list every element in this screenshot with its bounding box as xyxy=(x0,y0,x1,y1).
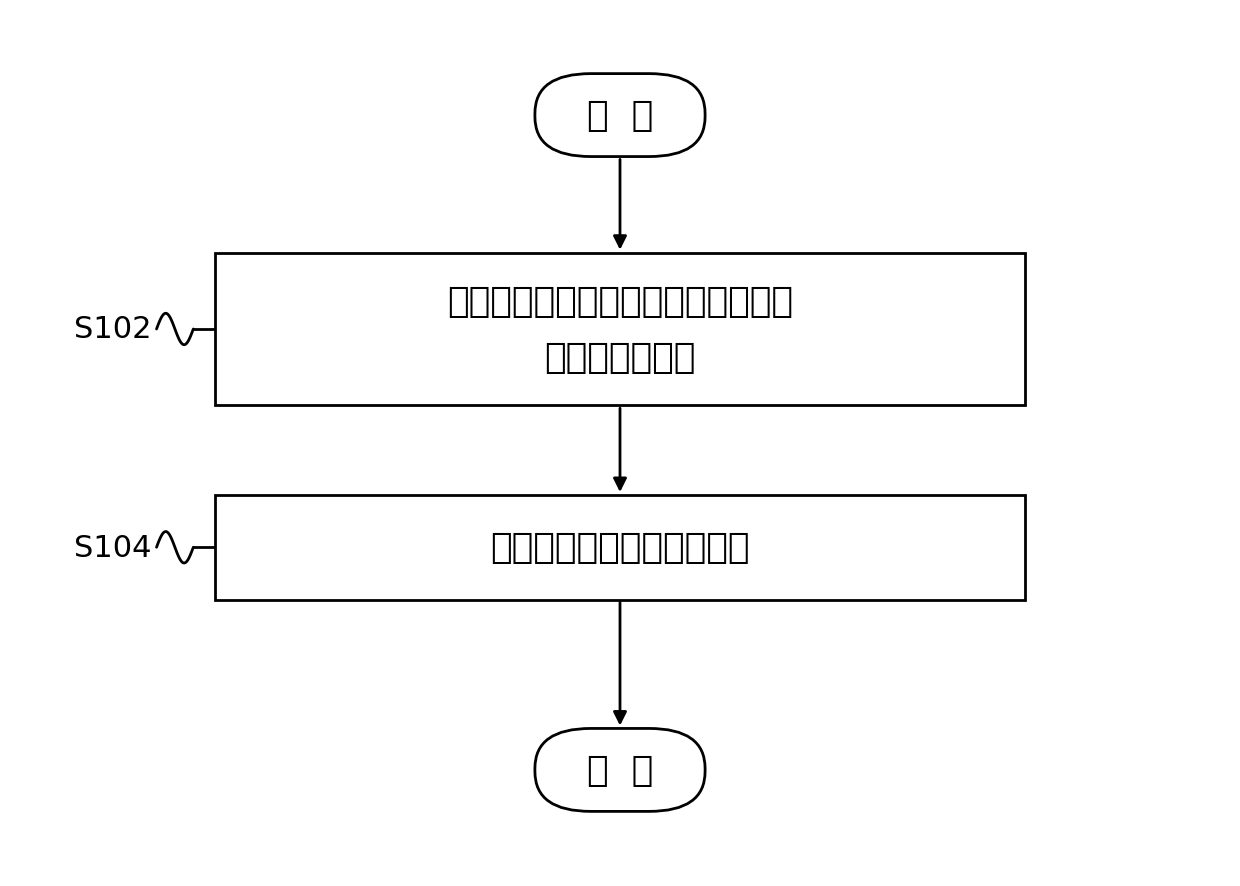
Bar xyxy=(216,253,1024,406)
FancyBboxPatch shape xyxy=(534,728,706,812)
Text: 开  始: 开 始 xyxy=(587,99,653,133)
Text: 存储的模拟数据: 存储的模拟数据 xyxy=(544,340,696,375)
Text: S104: S104 xyxy=(74,533,151,562)
Text: 结  束: 结 束 xyxy=(587,753,653,787)
Bar xyxy=(216,495,1024,600)
Text: 根据测试指令获取测试数据存储区中: 根据测试指令获取测试数据存储区中 xyxy=(446,284,794,319)
FancyBboxPatch shape xyxy=(534,74,706,158)
Text: S102: S102 xyxy=(74,315,151,344)
Text: 通过模拟数据执行测试操作: 通过模拟数据执行测试操作 xyxy=(490,531,750,564)
